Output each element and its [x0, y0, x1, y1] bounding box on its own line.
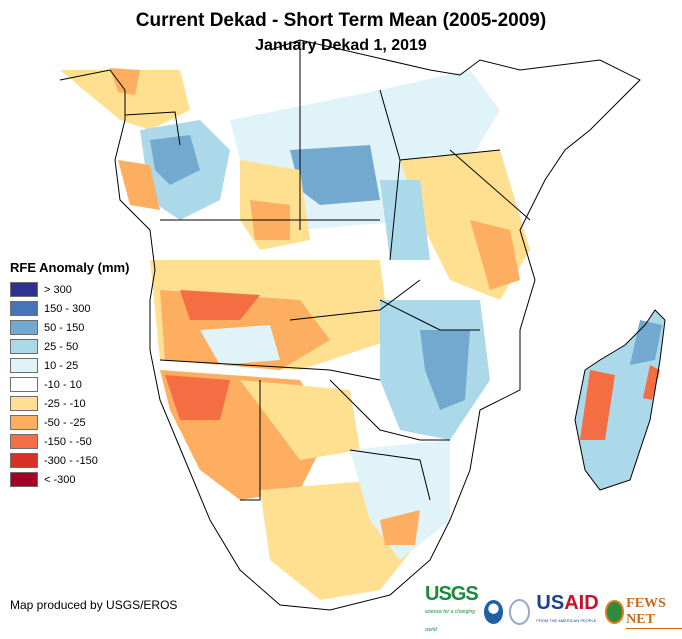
legend-item: 10 - 25: [10, 356, 129, 375]
legend-label: -300 - -150: [44, 454, 98, 467]
legend-swatch: [10, 472, 38, 487]
legend-swatch: [10, 358, 38, 373]
country-borders: [59, 39, 666, 611]
legend-item: > 300: [10, 280, 129, 299]
legend-swatch: [10, 339, 38, 354]
legend-label: 150 - 300: [44, 302, 91, 315]
legend-item: 25 - 50: [10, 337, 129, 356]
legend-label: -150 - -50: [44, 435, 92, 448]
noaa-logo-icon: [483, 600, 504, 624]
usgs-tagline: science for a changing world: [425, 609, 476, 633]
legend-item: -10 - 10: [10, 375, 129, 394]
legend-swatch: [10, 320, 38, 335]
legend-swatch: [10, 396, 38, 411]
legend-swatch: [10, 282, 38, 297]
legend-label: 50 - 150: [44, 321, 85, 334]
legend-item: 150 - 300: [10, 299, 129, 318]
legend-label: -50 - -25: [44, 416, 86, 429]
legend-label: < -300: [44, 473, 76, 486]
usgs-logo-text: USGS: [425, 583, 479, 605]
map-title: Current Dekad - Short Term Mean (2005-20…: [135, 10, 547, 31]
usaid-tagline: FROM THE AMERICAN PEOPLE: [536, 618, 597, 623]
legend-item: -25 - -10: [10, 394, 129, 413]
legend: RFE Anomaly (mm) > 300 150 - 300 50 - 150 2…: [10, 260, 129, 489]
legend-item: -150 - -50: [10, 432, 129, 451]
legend-item: -300 - -150: [10, 451, 129, 470]
map-credit: Map produced by USGS/EROS: [10, 598, 178, 612]
legend-label: -10 - 10: [44, 378, 82, 391]
legend-swatch: [10, 415, 38, 430]
legend-item: 50 - 150: [10, 318, 129, 337]
legend-label: > 300: [44, 283, 72, 296]
legend-swatch: [10, 453, 38, 468]
usaid-aid-text: AID: [564, 592, 599, 614]
legend-item: < -300: [10, 470, 129, 489]
usaid-us-text: US: [536, 592, 565, 614]
map-subtitle: January Dekad 1, 2019: [255, 37, 427, 54]
usaid-seal-icon: [509, 599, 531, 625]
legend-swatch: [10, 301, 38, 316]
usaid-logo: USAID FROM THE AMERICAN PEOPLE: [536, 592, 599, 630]
globe-icon: [604, 600, 625, 624]
legend-label: 25 - 50: [44, 340, 79, 353]
legend-swatch: [10, 377, 38, 392]
usgs-logo: USGS science for a changing world: [425, 583, 479, 639]
anomaly-fill: [60, 40, 665, 610]
legend-item: -50 - -25: [10, 413, 129, 432]
legend-label: -25 - -10: [44, 397, 86, 410]
legend-label: 10 - 25: [44, 359, 79, 372]
legend-title: RFE Anomaly (mm): [10, 260, 130, 275]
anomaly-map: [59, 39, 666, 611]
legend-swatch: [10, 434, 38, 449]
logo-bar: USGS science for a changing world USAID …: [425, 583, 682, 639]
